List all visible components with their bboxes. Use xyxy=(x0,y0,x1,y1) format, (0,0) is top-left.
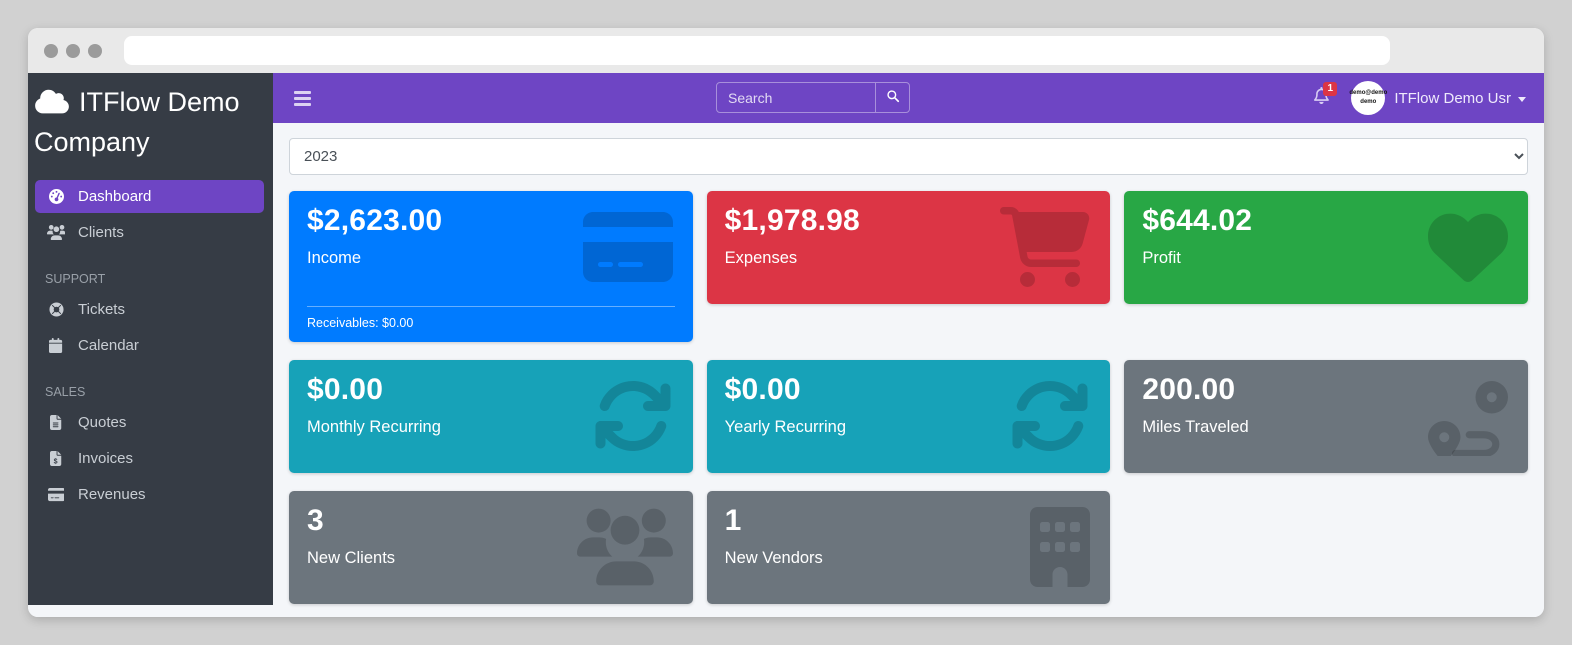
sidebar-menu: Dashboard Clients SUPPORT Tickets Calendar SA… xyxy=(28,180,273,511)
sidebar-section-heading: SALES xyxy=(45,385,86,400)
stat-value: 3 xyxy=(307,504,324,537)
main-column: 1 demo@demo demo ITFlow Demo Usr 2023 $2… xyxy=(273,73,1544,617)
stat-value: $1,978.98 xyxy=(724,204,860,237)
sidebar-item-revenues[interactable]: Revenues xyxy=(35,478,264,511)
sync-icon xyxy=(593,376,673,461)
stat-label: New Clients xyxy=(307,549,396,567)
file-lines-icon xyxy=(44,415,68,431)
sidebar-item-label: Revenues xyxy=(78,486,146,504)
avatar-text: demo@demo xyxy=(1349,90,1388,96)
cart-icon xyxy=(1000,207,1090,292)
sidebar-item-label: Clients xyxy=(78,224,124,242)
sidebar-item-clients[interactable]: Clients xyxy=(35,216,264,249)
gauge-icon xyxy=(44,189,68,205)
stat-value: $0.00 xyxy=(307,373,384,406)
sidebar-item-invoices[interactable]: $ Invoices xyxy=(35,442,264,475)
credit-card-icon xyxy=(582,207,673,292)
cloud-icon xyxy=(34,88,70,125)
stat-cards-grid: $2,623.00 Income Receivables: $0.00 $1,978.… xyxy=(289,191,1528,604)
users-icon xyxy=(576,507,673,592)
sidebar-item-calendar[interactable]: Calendar xyxy=(35,329,264,362)
stat-card-miles-traveled[interactable]: 200.00 Miles Traveled xyxy=(1124,360,1528,473)
stat-label: Monthly Recurring xyxy=(307,418,441,436)
search-button[interactable] xyxy=(875,83,909,112)
browser-window: ITFlow Demo Company Dashboard Clients SUPP… xyxy=(28,28,1544,617)
users-icon xyxy=(44,225,68,241)
stat-card-monthly-recurring[interactable]: $0.00 Monthly Recurring xyxy=(289,360,693,473)
credit-card-icon xyxy=(44,487,68,502)
chevron-down-icon xyxy=(1518,96,1526,102)
stat-value: $2,623.00 xyxy=(307,204,443,237)
window-control-dot xyxy=(66,43,80,58)
sidebar-item-label: Dashboard xyxy=(78,188,152,206)
sidebar-section-heading: SUPPORT xyxy=(45,272,106,287)
user-dropdown[interactable]: ITFlow Demo Usr xyxy=(1394,90,1526,107)
brand-text: ITFlow Demo Company xyxy=(34,87,240,157)
sidebar-item-quotes[interactable]: Quotes xyxy=(35,406,264,439)
sidebar-toggle-icon[interactable] xyxy=(290,87,315,110)
stat-value: $0.00 xyxy=(724,373,801,406)
sidebar-item-label: Invoices xyxy=(78,450,134,468)
navbar-right: 1 demo@demo demo ITFlow Demo Usr xyxy=(1314,81,1526,115)
window-controls xyxy=(44,43,102,58)
stat-card-profit[interactable]: $644.02 Profit xyxy=(1124,191,1528,304)
dashboard-content: 2023 $2,623.00 Income Receivables: $0.00 $1… xyxy=(273,123,1544,617)
sidebar-item-tickets[interactable]: Tickets xyxy=(35,293,264,326)
stat-value: $644.02 xyxy=(1142,204,1253,237)
top-navbar: 1 demo@demo demo ITFlow Demo Usr xyxy=(273,73,1544,123)
route-icon xyxy=(1427,376,1508,463)
svg-text:$: $ xyxy=(54,459,58,466)
search-input[interactable] xyxy=(717,83,875,112)
app-root: ITFlow Demo Company Dashboard Clients SUPP… xyxy=(28,73,1544,617)
stat-card-income[interactable]: $2,623.00 Income Receivables: $0.00 xyxy=(289,191,693,342)
life-ring-icon xyxy=(44,302,68,317)
stat-card-yearly-recurring[interactable]: $0.00 Yearly Recurring xyxy=(706,360,1111,473)
stat-card-new-vendors[interactable]: 1 New Vendors xyxy=(706,491,1111,604)
sync-icon xyxy=(1010,376,1090,461)
search-icon xyxy=(886,89,900,106)
stat-card-expenses[interactable]: $1,978.98 Expenses xyxy=(706,191,1111,304)
avatar[interactable]: demo@demo demo xyxy=(1349,81,1388,115)
stat-value: 200.00 xyxy=(1142,373,1236,406)
sidebar-item-label: Calendar xyxy=(78,337,139,355)
notifications-button[interactable]: 1 xyxy=(1314,82,1337,109)
stat-card-new-clients[interactable]: 3 New Clients xyxy=(289,491,693,604)
window-control-dot xyxy=(44,43,58,58)
sidebar-item-dashboard[interactable]: Dashboard xyxy=(35,180,264,214)
browser-url-bar[interactable] xyxy=(124,36,1390,65)
stat-label: Expenses xyxy=(724,249,798,267)
stat-label: Yearly Recurring xyxy=(724,418,847,436)
sidebar-item-label: Tickets xyxy=(78,301,125,319)
stat-value: 1 xyxy=(724,504,742,537)
file-invoice-dollar-icon: $ xyxy=(44,451,68,467)
user-name: ITFlow Demo Usr xyxy=(1394,89,1511,107)
year-select[interactable]: 2023 xyxy=(289,138,1528,175)
stat-label: Miles Traveled xyxy=(1142,418,1249,436)
avatar-text: demo xyxy=(1360,99,1377,105)
calendar-icon xyxy=(44,338,68,354)
stat-label: Income xyxy=(307,249,362,267)
brand[interactable]: ITFlow Demo Company xyxy=(28,73,273,164)
window-control-dot xyxy=(88,43,102,58)
stat-label: New Vendors xyxy=(724,549,823,567)
browser-chrome xyxy=(28,28,1544,73)
stat-card-footer: Receivables: $0.00 xyxy=(307,306,675,330)
building-icon xyxy=(1030,507,1091,592)
search-form xyxy=(716,82,910,113)
sidebar: ITFlow Demo Company Dashboard Clients SUPP… xyxy=(28,73,273,605)
sidebar-item-label: Quotes xyxy=(78,414,127,432)
notification-count-badge: 1 xyxy=(1323,82,1337,96)
heart-icon xyxy=(1427,207,1508,292)
stat-label: Profit xyxy=(1142,249,1181,267)
